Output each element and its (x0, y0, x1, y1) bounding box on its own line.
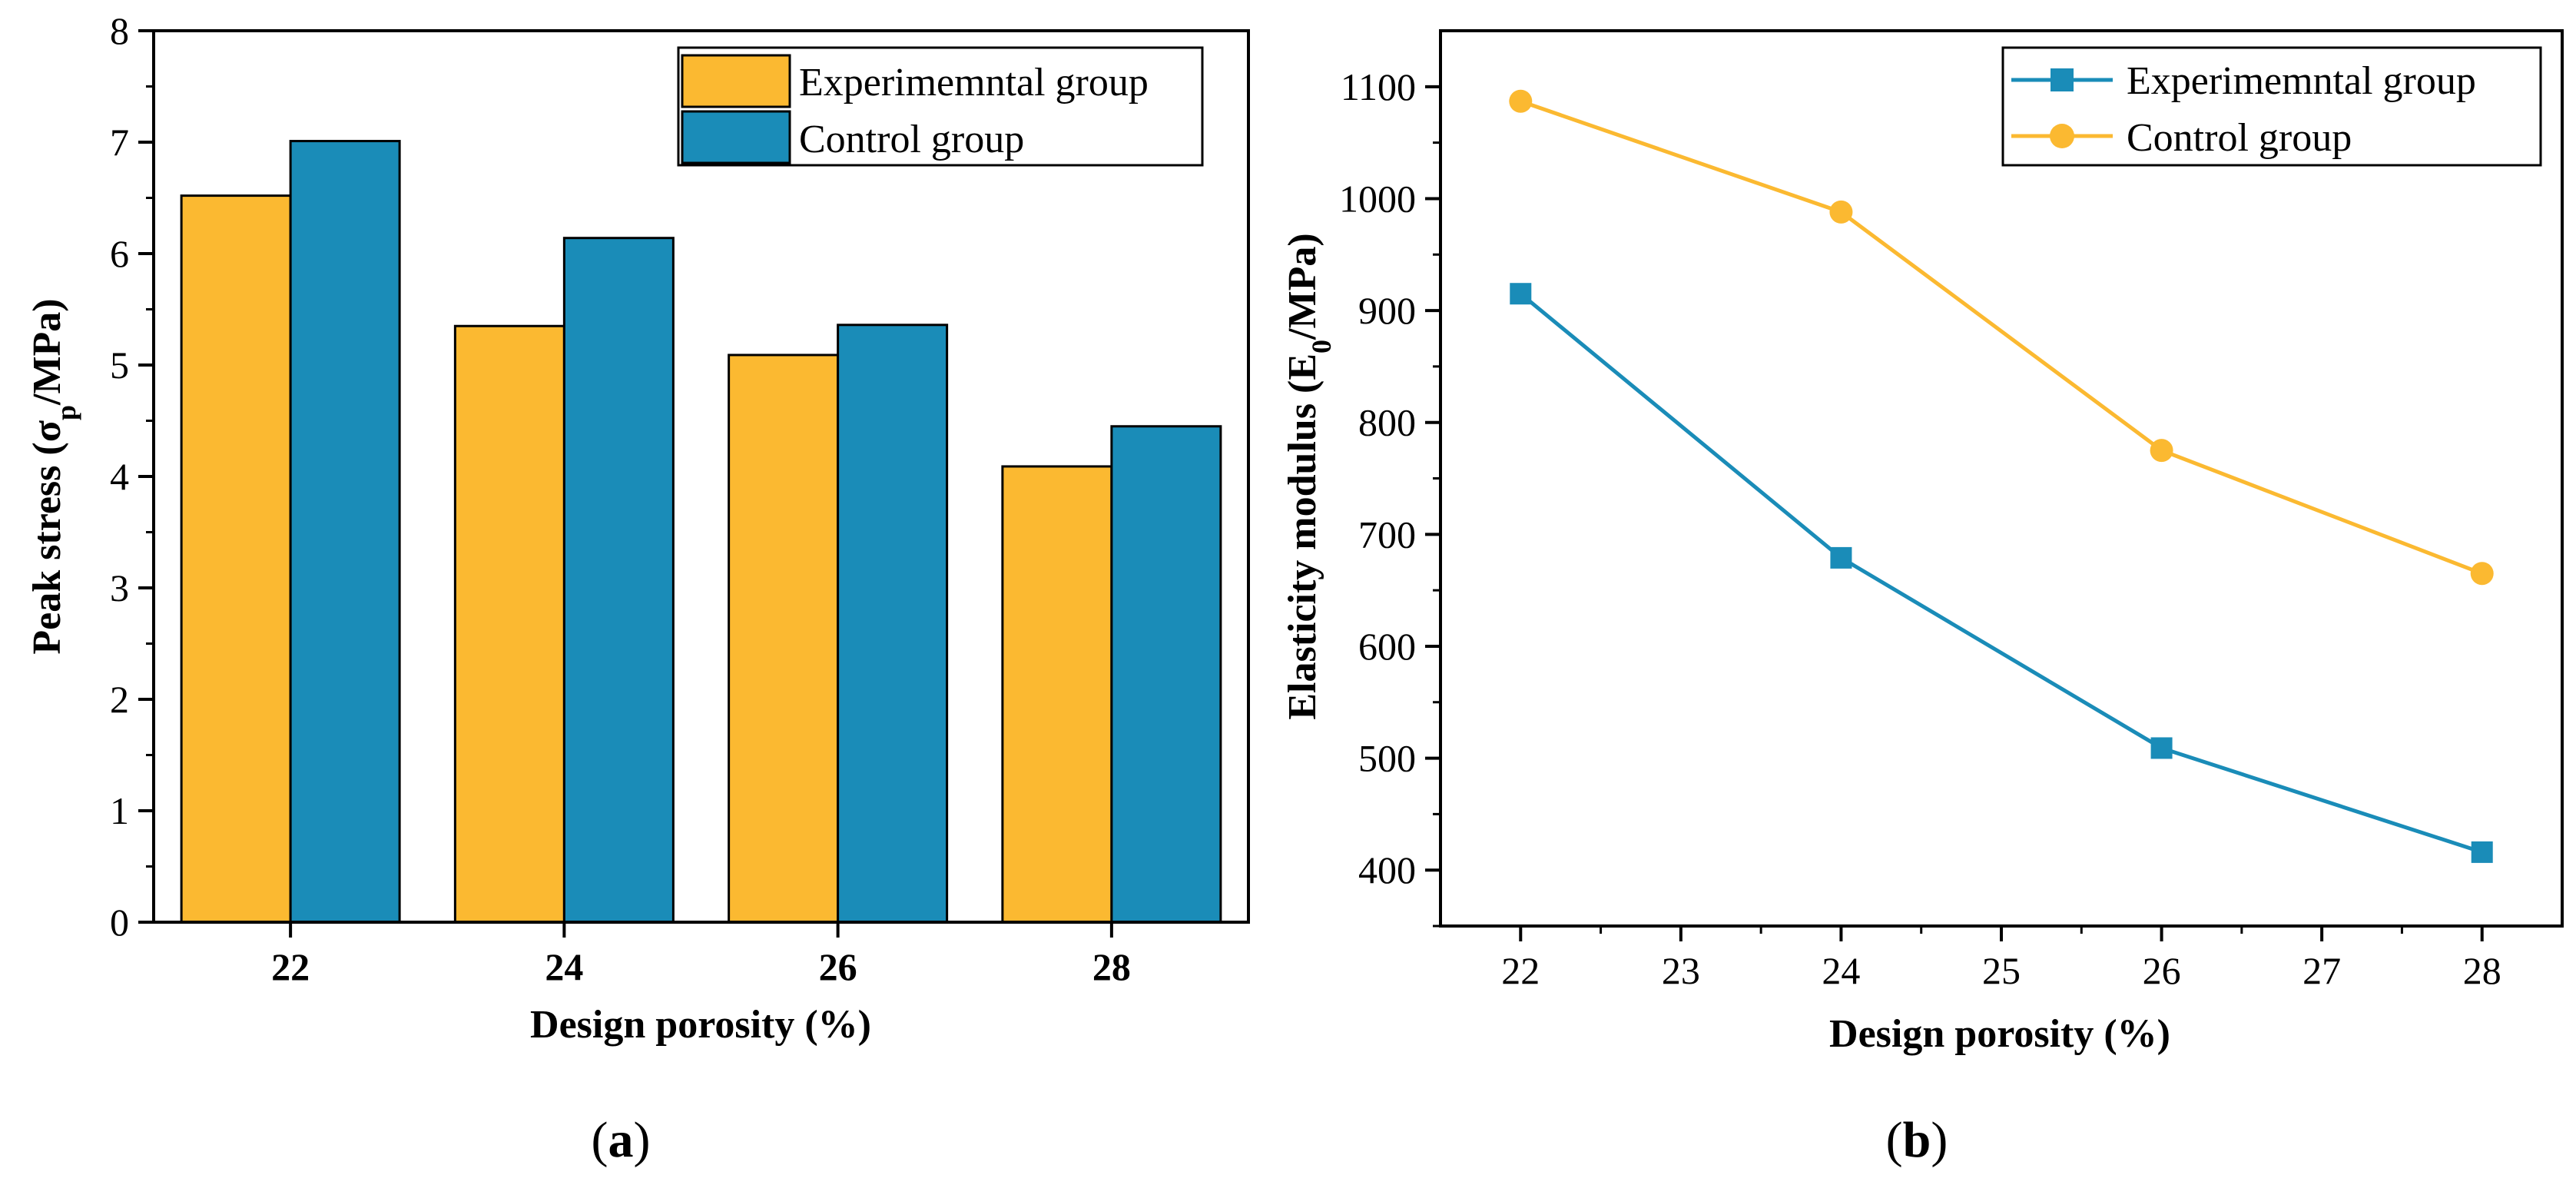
panel-a-y-tick-label-7: 7 (110, 121, 129, 164)
panel-a-legend-swatch-control (681, 110, 791, 164)
panel-a-y-tick-label-6: 6 (110, 232, 129, 275)
panel-a-x-axis: 22 24 26 28 (271, 922, 1131, 988)
panel-b-x-tick-label-23: 23 (1662, 949, 1700, 992)
panel-b-y-axis: 400 500 600 700 800 900 1000 1100 (1339, 65, 1441, 928)
panel-b-legend-frame (2001, 46, 2542, 167)
panel-a-bar-experimental-22 (180, 194, 292, 924)
panel-a-bar-experimental-26 (728, 354, 840, 924)
panel-a-y-tick-label-4: 4 (110, 455, 129, 498)
panel-b-label: (b) (1886, 1112, 1948, 1168)
panel-b-legend-marker-control (2050, 124, 2074, 148)
panel-a-legend-label-experimental: Experimemntal group (799, 61, 1149, 105)
panel-a-bar-control-22 (289, 140, 401, 924)
panel-b-line-experimental (1519, 292, 2483, 855)
panel-a-legend: Experimemntal group Control group (677, 46, 1204, 167)
panel-a-legend-swatch-experimental (681, 54, 791, 108)
panel-a-label: (a) (592, 1112, 651, 1168)
panel-a-bar-control-26 (837, 324, 949, 924)
panel-b-y-tick-label-1100: 1100 (1341, 65, 1416, 108)
panel-b-x-tick-label-27: 27 (2302, 949, 2341, 992)
panel-a-y-tick-label-8: 8 (110, 9, 129, 52)
panel-a-bar-chart: 0 1 2 3 4 5 6 7 8 22 24 26 28 Design porosity (%) P… (25, 9, 1250, 1168)
panel-a-x-tick-label-26: 26 (819, 945, 857, 988)
panel-b-y-tick-label-400: 400 (1358, 848, 1416, 891)
panel-a-bar-control-28 (1110, 425, 1222, 924)
panel-a-x-tick-label-28: 28 (1092, 945, 1131, 988)
panel-b-point-experimental-22 (1510, 283, 1532, 305)
panel-a-legend-label-control: Control group (799, 118, 1024, 161)
panel-a-y-tick-label-1: 1 (110, 789, 129, 832)
panel-a-x-axis-title: Design porosity (%) (530, 1003, 871, 1047)
panel-b-x-tick-label-24: 24 (1822, 949, 1860, 992)
panel-b-point-control-22 (1509, 89, 1533, 113)
panel-a-x-tick-label-24: 24 (545, 945, 583, 988)
panel-b-point-control-28 (2470, 562, 2494, 586)
panel-b-y-axis-title: Elasticity modulus (E0/MPa) (1281, 233, 1337, 719)
panel-a-y-tick-label-2: 2 (110, 678, 129, 721)
panel-b-legend-marker-experimental (2051, 68, 2074, 91)
panel-a-bar-control-24 (562, 237, 675, 924)
panel-b-x-tick-label-22: 22 (1501, 949, 1540, 992)
panel-b-legend: Experimemntal group Control group (2001, 46, 2542, 167)
panel-a-y-tick-label-3: 3 (110, 566, 129, 609)
panel-b-x-axis-title: Design porosity (%) (1829, 1012, 2170, 1056)
panel-b-y-tick-label-900: 900 (1358, 289, 1416, 332)
panel-b-y-tick-label-1000: 1000 (1339, 177, 1416, 220)
panel-b-y-tick-label-700: 700 (1358, 513, 1416, 556)
panel-b-x-tick-label-26: 26 (2143, 949, 2181, 992)
panel-b-series (1509, 89, 2494, 863)
panel-a-y-axis-title: Peak stress (σp/MPa) (25, 298, 81, 654)
panel-b-point-experimental-26 (2150, 737, 2173, 759)
panel-a-bar-experimental-28 (1001, 465, 1113, 924)
panel-b-line-control (1520, 99, 2483, 576)
panel-b-point-control-24 (1829, 200, 1853, 224)
panel-b-y-tick-label-600: 600 (1358, 625, 1416, 668)
panel-a-x-tick-label-22: 22 (271, 945, 310, 988)
panel-a-bars (180, 140, 1222, 924)
panel-b-legend-label-experimental: Experimemntal group (2127, 59, 2476, 103)
panel-b-legend-label-control: Control group (2127, 116, 2352, 160)
panel-b-y-tick-label-500: 500 (1358, 737, 1416, 780)
panel-b-y-tick-label-800: 800 (1358, 401, 1416, 444)
panel-b-x-axis: 22 23 24 25 26 27 28 (1501, 926, 2501, 992)
panel-b-x-tick-label-28: 28 (2463, 949, 2501, 992)
panel-a-y-tick-label-0: 0 (110, 901, 129, 944)
panel-a-y-axis: 0 1 2 3 4 5 6 7 8 (110, 9, 154, 944)
panel-b-point-experimental-24 (1830, 546, 1852, 569)
panel-b-point-control-26 (2150, 439, 2173, 463)
panel-a-y-tick-label-5: 5 (110, 344, 129, 387)
panel-b-x-tick-label-25: 25 (1982, 949, 2021, 992)
panel-a-bar-experimental-24 (453, 324, 565, 924)
panel-b-point-experimental-28 (2471, 841, 2493, 863)
